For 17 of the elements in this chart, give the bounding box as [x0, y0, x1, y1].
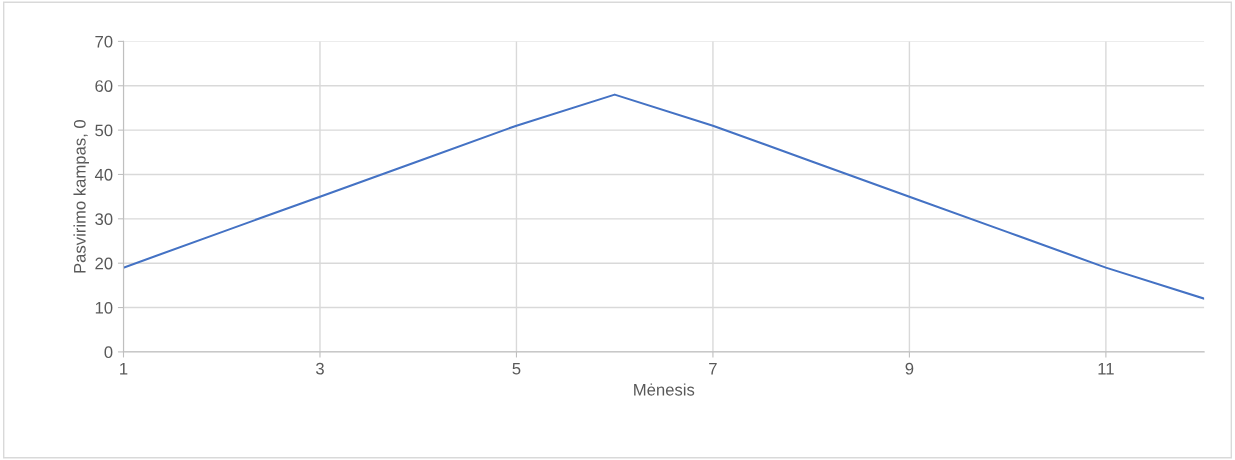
- y-tick-label: 60: [95, 80, 113, 92]
- x-tick-label: 3: [315, 362, 324, 375]
- y-tick-label: 40: [94, 168, 113, 181]
- line-series: [123, 93, 1205, 300]
- y-tick-label: 70: [95, 35, 113, 48]
- y-tick-label: 30: [95, 213, 113, 226]
- x-tick-label: 7: [709, 362, 717, 375]
- y-tick-label: 10: [95, 301, 113, 314]
- x-tick-label: 9: [905, 362, 914, 375]
- y-tick-label: 50: [95, 124, 113, 137]
- x-tick-label: 1: [120, 362, 128, 375]
- y-tick-label: 20: [95, 257, 113, 270]
- y-tick-label: 0: [104, 346, 113, 359]
- x-tick-label: 5: [512, 362, 521, 375]
- x-tick-label: 11: [1098, 362, 1114, 375]
- y-axis-title: Pasvirimo kampas, 0: [73, 119, 89, 273]
- x-axis-title: Mėnesis: [634, 383, 695, 396]
